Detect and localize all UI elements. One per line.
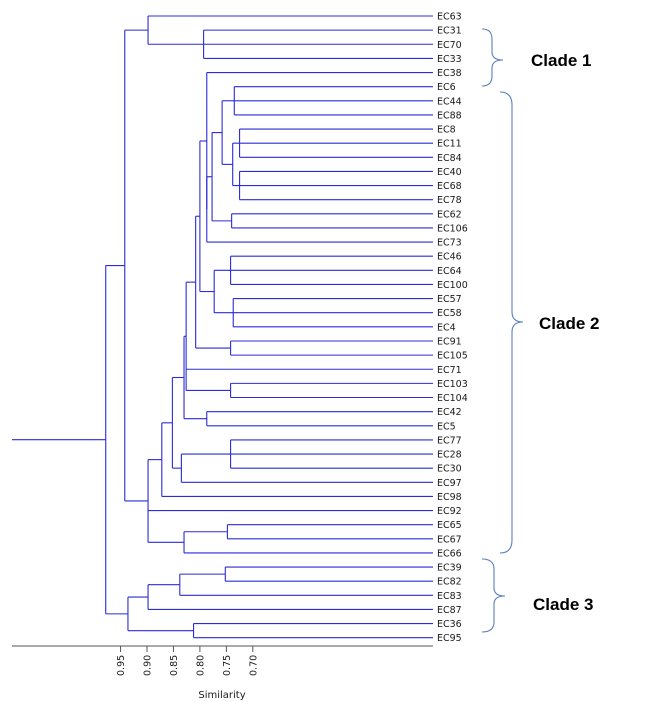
- clade-1-brace: [481, 28, 504, 87]
- axis-tick-label-5: 0.70: [248, 655, 259, 676]
- axis-tick-label-2: 0.85: [169, 655, 180, 676]
- leaf-label-ec30: EC30: [437, 464, 462, 475]
- leaf-label-ec62: EC62: [437, 209, 462, 220]
- leaf-label-ec33: EC33: [437, 54, 462, 65]
- leaf-label-ec40: EC40: [437, 167, 462, 178]
- clade-1-label: Clade 1: [531, 51, 591, 70]
- axis-tick-label-0: 0.95: [116, 655, 127, 676]
- leaf-label-ec68: EC68: [437, 181, 462, 192]
- leaf-label-ec78: EC78: [437, 195, 462, 206]
- leaf-label-ec104: EC104: [437, 393, 468, 404]
- leaf-label-ec5: EC5: [437, 421, 456, 432]
- leaf-label-ec58: EC58: [437, 308, 462, 319]
- leaf-label-ec105: EC105: [437, 351, 468, 362]
- leaf-label-ec28: EC28: [437, 450, 462, 461]
- leaf-label-ec82: EC82: [437, 577, 462, 588]
- leaf-label-ec98: EC98: [437, 492, 462, 503]
- leaf-label-ec64: EC64: [437, 266, 462, 277]
- leaf-label-ec63: EC63: [437, 12, 462, 23]
- leaf-label-ec38: EC38: [437, 68, 462, 79]
- leaf-label-ec36: EC36: [437, 619, 462, 630]
- leaf-label-ec83: EC83: [437, 591, 462, 602]
- leaf-label-ec65: EC65: [437, 520, 462, 531]
- leaf-labels: EC63 EC31 EC70 EC33 EC38 EC6 EC44 EC88 EC8 EC11 EC…: [437, 12, 468, 645]
- axis-tick-label-3: 0.80: [195, 655, 206, 676]
- leaf-label-ec6: EC6: [437, 82, 456, 93]
- axis-tick-label-1: 0.90: [143, 655, 154, 676]
- leaf-label-ec31: EC31: [437, 26, 462, 37]
- similarity-axis: 0.95 0.90 0.85 0.80 0.75 0.70 Similarity: [12, 645, 433, 701]
- leaf-label-ec97: EC97: [437, 478, 462, 489]
- leaf-label-ec11: EC11: [437, 139, 462, 150]
- leaf-label-ec46: EC46: [437, 252, 462, 263]
- leaf-label-ec44: EC44: [437, 96, 462, 107]
- clade-3-brace: [481, 558, 506, 633]
- leaf-label-ec66: EC66: [437, 548, 462, 559]
- leaf-label-ec84: EC84: [437, 153, 462, 164]
- axis-ticks: 0.95 0.90 0.85 0.80 0.75 0.70: [116, 646, 259, 676]
- clade-3-label: Clade 3: [533, 595, 593, 614]
- leaf-label-ec92: EC92: [437, 506, 462, 517]
- leaf-label-ec106: EC106: [437, 223, 468, 234]
- leaf-label-ec73: EC73: [437, 238, 462, 249]
- dendrogram-branches: [12, 15, 433, 639]
- clade-2-label: Clade 2: [539, 314, 599, 333]
- leaf-label-ec39: EC39: [437, 563, 462, 574]
- leaf-label-ec57: EC57: [437, 294, 462, 305]
- leaf-label-ec91: EC91: [437, 336, 462, 347]
- leaf-label-ec70: EC70: [437, 40, 462, 51]
- leaf-label-ec67: EC67: [437, 534, 462, 545]
- axis-title: Similarity: [198, 690, 245, 701]
- leaf-label-ec100: EC100: [437, 280, 468, 291]
- leaf-label-ec103: EC103: [437, 379, 468, 390]
- clade-braces: [481, 28, 524, 633]
- leaf-label-ec71: EC71: [437, 365, 462, 376]
- leaf-label-ec77: EC77: [437, 435, 462, 446]
- leaf-label-ec4: EC4: [437, 322, 456, 333]
- leaf-label-ec95: EC95: [437, 633, 462, 644]
- leaf-label-ec88: EC88: [437, 110, 462, 121]
- axis-tick-label-4: 0.75: [222, 655, 233, 676]
- leaf-label-ec8: EC8: [437, 125, 456, 136]
- leaf-label-ec42: EC42: [437, 407, 462, 418]
- clade-2-brace: [499, 91, 524, 554]
- leaf-label-ec87: EC87: [437, 605, 462, 616]
